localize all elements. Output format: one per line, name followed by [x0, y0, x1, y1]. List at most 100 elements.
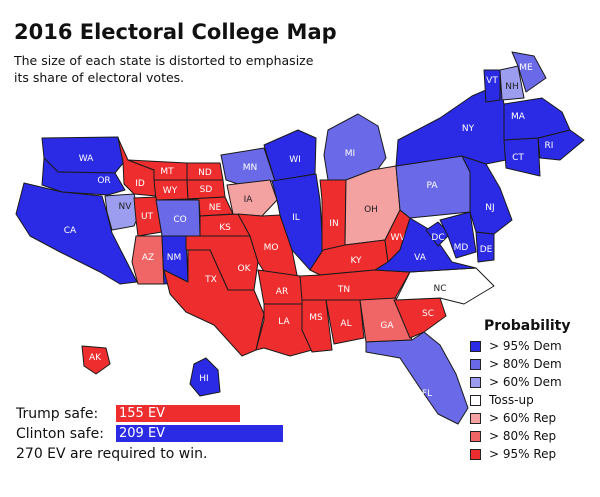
- state-label-AZ: AZ: [142, 253, 154, 263]
- state-FL[interactable]: FL: [365, 331, 469, 425]
- state-label-VT: VT: [486, 76, 498, 86]
- state-label-SD: SD: [200, 185, 213, 195]
- state-label-NM: NM: [167, 253, 182, 263]
- state-label-IA: IA: [244, 195, 254, 205]
- state-label-ID: ID: [135, 179, 145, 189]
- state-HI[interactable]: HI: [189, 357, 221, 397]
- state-label-ND: ND: [198, 168, 212, 178]
- state-label-CA: CA: [64, 226, 77, 236]
- state-NC[interactable]: NC: [395, 267, 495, 305]
- state-label-VA: VA: [414, 253, 427, 263]
- state-label-OH: OH: [364, 205, 378, 215]
- legend-item: > 95% Dem: [470, 337, 595, 355]
- state-NJ[interactable]: NJ: [461, 155, 513, 235]
- state-PA[interactable]: PA: [395, 155, 471, 219]
- state-UT[interactable]: UT: [133, 196, 163, 237]
- state-SD[interactable]: SD: [186, 179, 226, 200]
- state-label-OR: OR: [97, 176, 110, 186]
- state-WY[interactable]: WY: [153, 179, 189, 201]
- state-label-DC: DC: [431, 233, 444, 243]
- clinton-safe-label: Clinton safe:: [16, 426, 104, 442]
- legend-swatch: [470, 340, 481, 352]
- state-CT[interactable]: CT: [503, 137, 541, 177]
- legend-label: > 60% Dem: [489, 375, 562, 389]
- legend-label: > 80% Rep: [489, 429, 557, 443]
- state-label-UT: UT: [141, 212, 154, 222]
- state-label-LA: LA: [278, 317, 290, 327]
- state-OR[interactable]: OR: [41, 157, 126, 196]
- legend-item: > 60% Dem: [470, 373, 595, 391]
- probability-legend: Probability > 95% Dem > 80% Dem > 60% De…: [470, 318, 595, 463]
- legend-label: > 80% Dem: [489, 357, 562, 371]
- state-label-AR: AR: [276, 287, 288, 297]
- state-label-MS: MS: [309, 313, 323, 323]
- legend-label: > 95% Dem: [489, 339, 562, 353]
- state-label-MD: MD: [454, 243, 469, 253]
- state-ND[interactable]: ND: [186, 162, 224, 181]
- state-label-PA: PA: [426, 181, 438, 191]
- state-NH[interactable]: NH: [499, 65, 525, 101]
- state-label-OK: OK: [238, 264, 252, 274]
- state-WI[interactable]: WI: [263, 129, 317, 182]
- state-label-TX: TX: [204, 275, 217, 285]
- state-label-FL: FL: [422, 389, 432, 399]
- state-CA[interactable]: CA: [15, 182, 138, 285]
- state-label-HI: HI: [199, 374, 208, 384]
- state-label-MN: MN: [243, 163, 258, 173]
- state-MA[interactable]: MA: [503, 97, 571, 141]
- state-MD[interactable]: MD: [439, 211, 477, 259]
- legend-swatch: [470, 448, 481, 460]
- state-AZ[interactable]: AZ: [131, 235, 165, 285]
- state-AL[interactable]: AL: [325, 299, 365, 345]
- state-label-MA: MA: [511, 112, 526, 122]
- ev-required-note: 270 EV are required to win.: [16, 446, 208, 462]
- trump-ev-bar: 155 EV: [116, 405, 240, 422]
- state-VT[interactable]: VT: [483, 69, 501, 103]
- state-label-MT: MT: [160, 167, 174, 177]
- state-label-NC: NC: [433, 284, 446, 294]
- state-label-IL: IL: [292, 213, 300, 223]
- state-AK[interactable]: AK: [81, 345, 111, 375]
- state-label-NE: NE: [209, 203, 222, 213]
- state-label-TN: TN: [337, 285, 350, 295]
- legend-item: > 80% Dem: [470, 355, 595, 373]
- state-label-NV: NV: [119, 202, 133, 212]
- trump-safe-label: Trump safe:: [16, 406, 99, 422]
- map-subtitle: The size of each state is distorted to e…: [14, 53, 314, 85]
- state-CO[interactable]: CO: [155, 199, 201, 237]
- map-title: 2016 Electoral College Map: [14, 20, 337, 44]
- state-label-KS: KS: [219, 223, 231, 233]
- state-label-NH: NH: [505, 82, 519, 92]
- clinton-ev-bar: 209 EV: [116, 425, 284, 442]
- state-MS[interactable]: MS: [301, 299, 333, 353]
- state-label-WA: WA: [79, 154, 94, 164]
- state-DE[interactable]: DE: [475, 231, 495, 263]
- state-ME[interactable]: ME: [511, 51, 547, 93]
- state-label-WI: WI: [289, 155, 301, 165]
- state-label-KY: KY: [350, 256, 362, 266]
- state-label-AL: AL: [340, 319, 351, 329]
- state-IA[interactable]: IA: [226, 179, 278, 217]
- legend-items: > 95% Dem > 80% Dem > 60% Dem Toss-up > …: [470, 337, 595, 463]
- legend-item: Toss-up: [470, 391, 595, 409]
- state-label-WY: WY: [163, 186, 178, 196]
- state-label-NJ: NJ: [485, 203, 494, 213]
- state-label-SC: SC: [422, 309, 434, 319]
- state-label-NY: NY: [462, 124, 475, 134]
- state-label-AK: AK: [89, 353, 102, 363]
- state-TN[interactable]: TN: [299, 269, 411, 301]
- legend-item: > 60% Rep: [470, 409, 595, 427]
- state-label-ME: ME: [519, 63, 533, 73]
- state-label-DE: DE: [480, 245, 493, 255]
- legend-swatch: [470, 358, 481, 370]
- state-label-WV: WV: [390, 233, 406, 243]
- state-label-MO: MO: [264, 243, 279, 253]
- state-label-RI: RI: [545, 141, 554, 151]
- state-label-GA: GA: [380, 321, 394, 331]
- state-label-IN: IN: [329, 219, 338, 229]
- legend-swatch: [470, 412, 481, 424]
- state-label-CO: CO: [173, 215, 186, 225]
- legend-label: > 95% Rep: [489, 447, 557, 461]
- state-AR[interactable]: AR: [257, 269, 305, 305]
